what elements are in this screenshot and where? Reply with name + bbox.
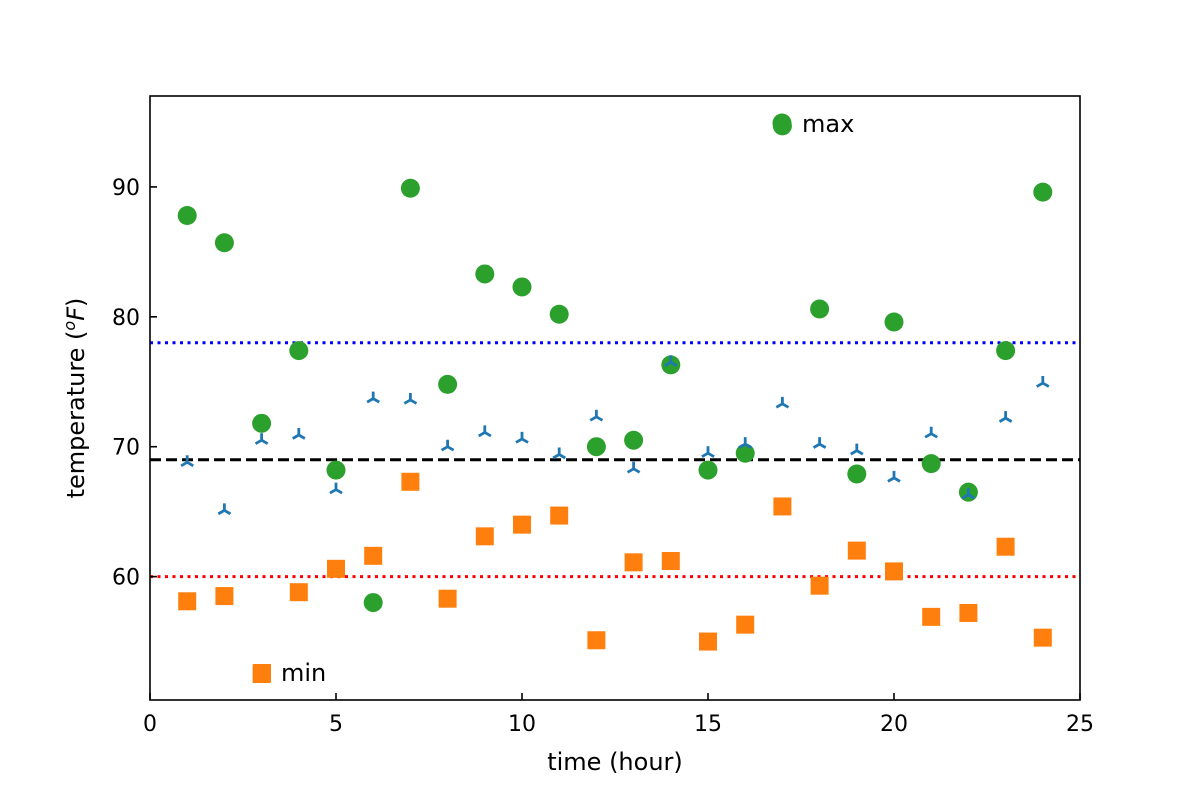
x-tick-label-15: 15 [694, 712, 722, 737]
point-tri-up-15 [701, 446, 715, 458]
point-tri-up-11 [552, 447, 566, 460]
x-axis-label: time (hour) [547, 748, 683, 776]
y-tick-label-70: 70 [112, 436, 140, 461]
x-tick-label-20: 20 [880, 712, 908, 737]
point-tri-up-9 [478, 425, 492, 438]
plot-frame [149, 95, 1081, 701]
data-marks [177, 116, 1053, 684]
point-min-23 [996, 537, 1015, 556]
y-axis-label-superscript: o [60, 321, 79, 331]
point-max-21 [921, 454, 941, 474]
point-tri-up-16 [738, 437, 752, 449]
point-min-22 [959, 603, 978, 622]
y-tick-label-80: 80 [112, 306, 140, 331]
y-axis-label-close: ) [62, 298, 90, 307]
point-max-19 [847, 464, 867, 484]
point-tri-up-13 [626, 461, 641, 474]
point-min-4 [289, 583, 308, 602]
point-min-6 [364, 546, 383, 565]
point-max-3 [252, 413, 272, 433]
legend-marker-min [253, 664, 271, 682]
point-min-19 [847, 541, 866, 560]
point-tri-up-4 [292, 428, 306, 440]
point-tri-up-22 [961, 487, 976, 500]
point-min-5 [327, 559, 345, 578]
point-max-24 [1033, 182, 1053, 202]
point-min-14 [661, 552, 680, 571]
point-min-13 [624, 553, 643, 572]
point-min-21 [922, 607, 941, 626]
point-max-15 [698, 460, 718, 480]
y-axis-label-text: temperature ( [62, 331, 90, 499]
point-min-17 [773, 497, 792, 516]
point-min-16 [736, 615, 755, 634]
point-tri-up-20 [887, 470, 901, 483]
point-max-13 [624, 430, 644, 450]
x-tick-label-10: 10 [508, 712, 536, 737]
point-tri-up-19 [850, 443, 864, 456]
point-min-11 [550, 506, 569, 525]
point-tri-up-14 [664, 355, 678, 367]
point-max-10 [512, 277, 532, 297]
point-min-9 [475, 527, 494, 546]
point-min-15 [699, 632, 717, 651]
y-tick-label-90: 90 [112, 176, 140, 201]
x-tick-label-0: 0 [143, 712, 157, 737]
x-tick-label-5: 5 [329, 712, 343, 737]
point-tri-up-5 [329, 482, 343, 495]
point-max-5 [326, 460, 346, 480]
point-max-1 [177, 206, 197, 226]
legend-marker-max [772, 113, 792, 133]
point-min-8 [438, 589, 457, 608]
point-tri-up-17 [775, 396, 790, 409]
axes: 0 5 10 15 20 25 60 70 80 90 [112, 176, 1094, 737]
point-min-10 [513, 515, 531, 534]
point-max-6 [363, 593, 383, 613]
x-tick-label-25: 25 [1066, 712, 1094, 737]
point-max-14 [661, 355, 681, 375]
point-min-12 [587, 631, 606, 650]
point-max-18 [810, 299, 830, 319]
legend-label-min: min [281, 659, 326, 687]
point-max-23 [996, 341, 1016, 361]
point-tri-up-7 [403, 392, 418, 405]
legend: max min [253, 110, 854, 687]
point-max-7 [400, 178, 420, 198]
point-tri-up-1 [180, 455, 194, 468]
point-max-9 [475, 264, 495, 284]
point-tri-up-21 [924, 426, 938, 439]
point-max-12 [586, 437, 606, 457]
point-tri-up-12 [589, 409, 604, 422]
point-tri-up-18 [812, 437, 827, 449]
point-tri-up-10 [515, 431, 529, 444]
legend-label-max: max [802, 110, 854, 138]
point-tri-up-2 [217, 503, 232, 516]
point-max-8 [438, 374, 458, 394]
point-min-24 [1033, 628, 1052, 647]
point-max-11 [549, 304, 569, 324]
point-max-2 [214, 233, 234, 253]
point-tri-up-3 [254, 433, 269, 445]
point-tri-up-23 [998, 411, 1013, 423]
point-max-20 [884, 312, 904, 332]
point-min-2 [215, 587, 234, 606]
y-axis-label: temperature (oF) [60, 298, 90, 499]
point-min-7 [401, 472, 420, 491]
point-min-18 [810, 576, 829, 595]
y-axis-label-variable: F [62, 306, 90, 321]
y-tick-label-60: 60 [112, 566, 140, 591]
point-tri-up-6 [366, 391, 380, 404]
point-tri-up-8 [440, 439, 455, 452]
point-max-4 [289, 341, 309, 361]
point-min-20 [885, 562, 903, 581]
point-tri-up-24 [1036, 376, 1050, 388]
point-min-1 [178, 592, 197, 611]
